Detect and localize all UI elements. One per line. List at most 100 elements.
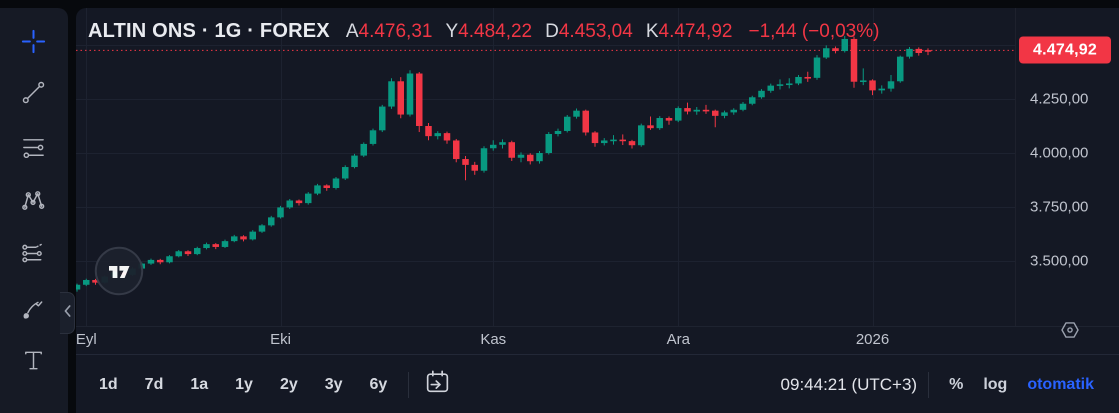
candle-down [184, 250, 192, 257]
arc-tool-button[interactable] [14, 391, 52, 413]
candle-up [758, 89, 765, 99]
time-scale[interactable]: Eyl Eki Kas Ara 2026 [76, 326, 1119, 355]
log-scale-button[interactable]: log [983, 375, 1008, 393]
candle-up [406, 70, 414, 117]
date-range-buttons: 1d 7d 1a 1y 2y 3y 6y [89, 371, 397, 399]
candle-down [850, 36, 858, 88]
auto-scale-button[interactable]: otomatik [1027, 375, 1094, 393]
candle-up [638, 123, 645, 147]
price-scale[interactable]: 4.474,92 4.250,00 4.000,00 3.750,00 3.500,0… [1015, 8, 1119, 326]
candle-down [295, 199, 303, 206]
price-axis-label: 3.500,00 [1030, 252, 1089, 270]
text-tool-button[interactable] [14, 341, 52, 379]
candle-up [221, 239, 229, 249]
arc-icon [20, 397, 47, 413]
time-axis-label: Kas [480, 331, 507, 348]
candle-up [360, 142, 367, 158]
candle-down [804, 71, 811, 82]
price-axis-label: 4.250,00 [1030, 90, 1089, 108]
candle-up [231, 234, 238, 243]
time-axis-label: 2026 [855, 331, 890, 348]
candle-up [480, 146, 488, 173]
candle-up [536, 151, 543, 164]
candle-up [147, 258, 155, 265]
range-button-7d[interactable]: 7d [144, 375, 164, 393]
go-to-date-button[interactable] [420, 368, 454, 402]
range-button-2y[interactable]: 2y [279, 375, 298, 393]
projection-icon [20, 240, 47, 267]
candle-up [203, 242, 210, 250]
candle-up [776, 79, 784, 90]
candle-down [508, 140, 515, 161]
candle-down [591, 131, 599, 147]
range-button-1y[interactable]: 1y [235, 375, 253, 393]
candle-up [739, 102, 747, 112]
chevron-left-icon [63, 304, 72, 323]
candle-down [869, 79, 876, 96]
candle-up [379, 104, 386, 133]
scale-buttons: % log otomatik [940, 372, 1103, 398]
price-axis-label: 4.000,00 [1030, 144, 1089, 162]
fib-retracement-icon [20, 134, 47, 161]
price-axis-label: 3.750,00 [1030, 198, 1089, 216]
tradingview-logo [94, 246, 144, 296]
projection-tool-button[interactable] [14, 234, 52, 272]
trend-line-tool-button[interactable] [14, 73, 52, 111]
range-button-1d[interactable]: 1d [99, 375, 118, 393]
candle-down [416, 72, 423, 133]
candle-up [675, 106, 682, 123]
candle-up [897, 55, 904, 83]
chart-widget: ALTIN ONS · 1G · FOREX A4.476,31 Y4.484,… [76, 8, 1119, 413]
collapse-toolbar-button[interactable] [60, 292, 75, 334]
candle-up [767, 83, 774, 93]
fib-retracement-tool-button[interactable] [14, 128, 52, 166]
hexagon-settings-icon [1058, 318, 1082, 347]
brush-tool-button[interactable] [14, 291, 52, 329]
candle-up [656, 116, 663, 130]
candle-up [554, 128, 562, 137]
candle-up [601, 138, 608, 146]
candle-down [702, 104, 710, 114]
candle-down [582, 109, 589, 136]
percent-scale-button[interactable]: % [949, 375, 964, 393]
candle-up [175, 249, 182, 258]
candle-down [240, 235, 247, 242]
candle-up [545, 132, 552, 155]
candle-down [665, 116, 673, 125]
crosshair-tool-button[interactable] [14, 22, 52, 60]
candle-up [693, 106, 700, 115]
candle-up [342, 165, 349, 180]
trend-line-icon [20, 79, 47, 106]
candle-up [786, 78, 793, 89]
drawing-toolbar [0, 8, 68, 413]
pane-settings-button[interactable] [1057, 319, 1083, 345]
candle-up [749, 95, 756, 106]
xabcd-pattern-tool-button[interactable] [14, 181, 52, 219]
candle-up [564, 114, 571, 133]
candle-up [314, 183, 321, 196]
candle-down [628, 139, 636, 149]
chart-canvas[interactable]: ALTIN ONS · 1G · FOREX A4.476,31 Y4.484,… [76, 8, 1015, 326]
candle-down [924, 48, 932, 56]
candlestick-chart[interactable] [76, 8, 1015, 326]
candle-up [878, 85, 885, 94]
range-button-6y[interactable]: 6y [369, 375, 388, 393]
candle-up [249, 230, 256, 241]
candle-up [434, 131, 441, 140]
candle-down [443, 131, 451, 144]
crosshair-icon [20, 28, 47, 55]
time-axis-label: Ara [666, 331, 690, 348]
candle-down [453, 138, 460, 163]
candle-up [730, 108, 737, 115]
clock-label[interactable]: 09:44:21 (UTC+3) [780, 374, 918, 394]
candle-up [610, 135, 617, 145]
candle-down [527, 153, 534, 165]
range-button-1a[interactable]: 1a [190, 375, 209, 393]
candle-up [369, 128, 377, 146]
last-price-tag: 4.474,92 [1019, 36, 1111, 64]
candle-up [268, 215, 275, 227]
candle-down [619, 134, 626, 146]
range-button-3y[interactable]: 3y [324, 375, 343, 393]
candle-down [462, 156, 469, 181]
candle-up [332, 176, 340, 190]
